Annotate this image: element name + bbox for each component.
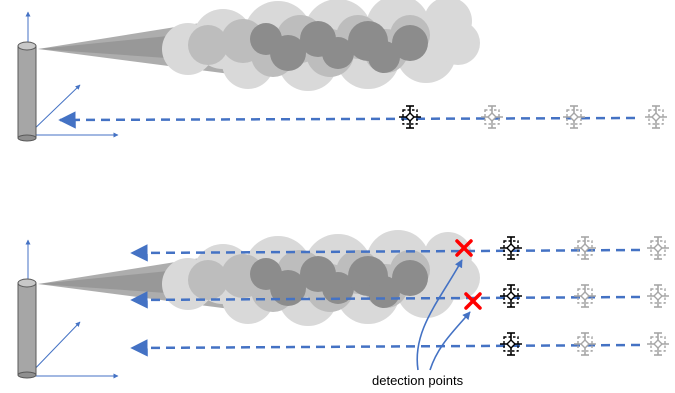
x-mark-icon [455, 239, 473, 257]
drone-detector-icon [499, 332, 523, 356]
drone-detector-icon [646, 332, 670, 356]
measurement-beam [130, 339, 641, 357]
smoke-plume-icon [38, 0, 480, 91]
drone-detector-icon [646, 284, 670, 308]
drone-detector-icon [562, 105, 586, 129]
measurement-beam [58, 111, 636, 129]
top-scene [17, 0, 668, 142]
smokestack-icon [17, 278, 37, 379]
measurement-beam [130, 244, 641, 262]
drone-detector-icon [573, 236, 597, 260]
drone-detector-icon [398, 105, 422, 129]
drone-detector-icon [499, 236, 523, 260]
drone-detector-icon [480, 105, 504, 129]
pointer-arrows [416, 259, 471, 371]
drone-detector-icon [573, 332, 597, 356]
detection-points-label: detection points [372, 373, 464, 388]
x-mark-icon [464, 292, 482, 310]
drone-detector-icon [573, 284, 597, 308]
smoke-plume-icon [38, 230, 480, 326]
drone-detector-icon [646, 236, 670, 260]
smokestack-icon [17, 41, 37, 142]
axes-bottom [25, 239, 119, 379]
drone-detector-icon [499, 284, 523, 308]
axes-top [25, 11, 119, 138]
measurement-beam [130, 291, 641, 309]
bottom-scene [17, 230, 670, 379]
drone-detector-icon [644, 105, 668, 129]
